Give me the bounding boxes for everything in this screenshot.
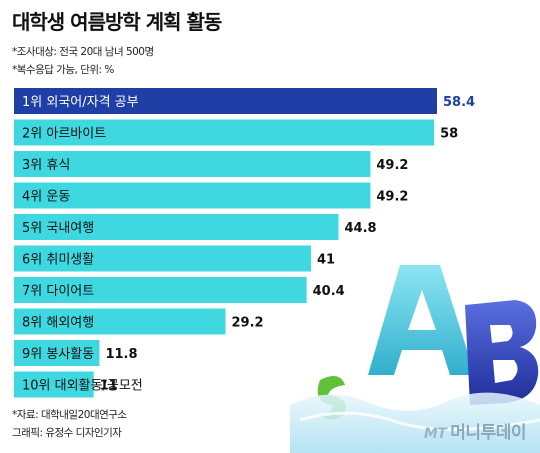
value-label-7: 40.4 [313,284,345,299]
bar-9 [14,340,100,366]
value-label-2: 58 [440,127,458,142]
bar-label-10: 10위 대외활동/공모전 [22,379,143,394]
bar-label-5: 5위 국내여행 [22,220,94,236]
chart-title: 대학생 여름방학 계획 활동 [12,10,222,34]
value-label-5: 44.8 [344,221,376,236]
bar-3 [14,151,371,177]
brand-mt: MT [423,426,447,442]
bar-6 [14,245,311,272]
graphic-credit: 그래픽: 유정수 디자인기자 [12,427,122,439]
value-label-6: 41 [317,253,335,268]
bar-label-9: 9위 봉사활동 [22,347,94,362]
bar-2 [14,119,435,146]
bar-label-7: 7위 다이어트 [22,284,94,299]
value-label-1: 58.4 [443,95,475,110]
brand-name: 머니투데이 [450,423,526,443]
value-label-8: 29.2 [232,316,264,331]
value-label-9: 11.8 [105,347,137,362]
bar-label-6: 6위 취미생활 [22,253,94,268]
value-label-10: 11 [100,379,118,394]
decorative-letters-illustration [290,265,540,453]
bar-5 [14,214,339,240]
bar-4 [14,182,371,209]
bar-10 [14,371,94,398]
bar-7 [14,277,307,303]
source-note: *자료: 대학내일20대연구소 [12,409,127,421]
value-label-4: 49.2 [376,190,408,205]
bar-1 [14,88,437,114]
unit-note: *복수응답 가능, 단위: % [12,64,114,76]
bar-chart: 1위 외국어/자격 공부 58.4 2위 아르바이트 58 3위 휴식 49.2 4위 운동… [14,88,475,398]
survey-note: *조사대상: 전국 20대 남녀 500명 [12,46,154,58]
bar-label-1: 1위 외국어/자격 공부 [22,95,139,110]
value-label-3: 49.2 [376,158,408,173]
bar-label-4: 4위 운동 [22,190,70,205]
brand-logo: MT 머니투데이 [423,418,527,443]
bar-label-3: 3위 휴식 [22,158,70,173]
bar-8 [14,308,226,335]
bar-label-2: 2위 아르바이트 [22,127,106,142]
bar-label-8: 8위 해외여행 [22,315,94,331]
